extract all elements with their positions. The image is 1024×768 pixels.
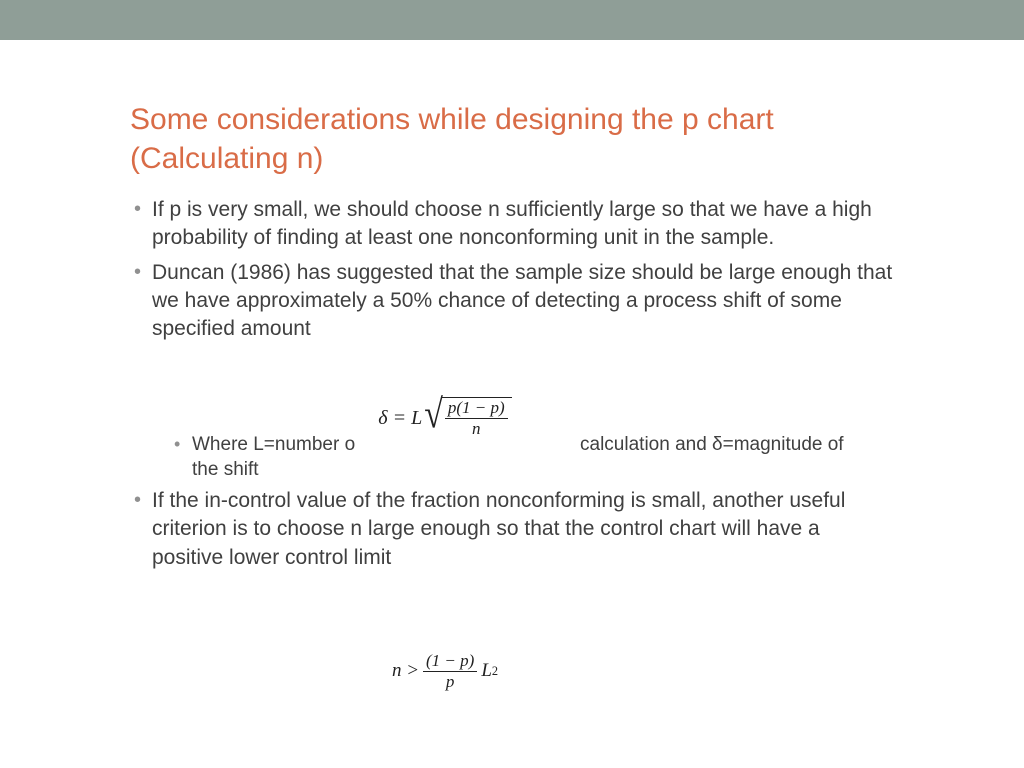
sqrt-icon: √ p(1 − p) n <box>424 397 511 438</box>
formula-tail: L <box>481 660 492 682</box>
slide-content: Some considerations while designing the … <box>0 40 1024 638</box>
formula-sup: 2 <box>492 664 498 679</box>
bullet-item: If p is very small, we should choose n s… <box>130 196 894 253</box>
bullet-item: Duncan (1986) has suggested that the sam… <box>130 259 894 344</box>
slide-title: Some considerations while designing the … <box>130 100 894 178</box>
formula-denominator: p <box>443 672 458 692</box>
formula-numerator: (1 − p) <box>423 651 477 672</box>
sub-bullet-text-before: Where L=number of si <box>192 434 379 455</box>
formula-spacer <box>130 578 894 638</box>
formula-delta: δ = L √ p(1 − p) n <box>355 380 535 452</box>
formula-lhs: n > <box>392 660 419 682</box>
formula-numerator: p(1 − p) <box>445 398 508 419</box>
slide-top-bar <box>0 0 1024 40</box>
formula-denominator: n <box>469 419 484 439</box>
formula-lhs: δ = L <box>378 407 422 430</box>
formula-n: n > (1 − p) p L2 <box>370 640 520 702</box>
bullet-item: If the in-control value of the fraction … <box>130 487 894 572</box>
